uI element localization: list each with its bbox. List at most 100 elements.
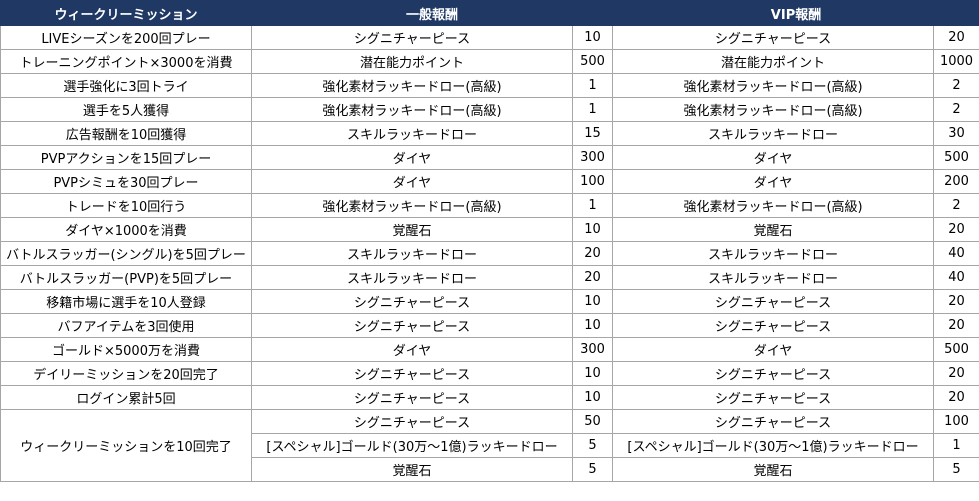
table-row: ダイヤ×1000を消費 覚醒石 10 覚醒石 20 <box>0 217 979 242</box>
vip-reward-item-cell: [スペシャル]ゴールド(30万～1億)ラッキードロー <box>612 433 935 458</box>
vip-reward-item-cell: シグニチャーピース <box>612 409 935 434</box>
table-row: バトルスラッガー(PVP)を5回プレー スキルラッキードロー 20 スキルラッキードロ… <box>0 265 979 290</box>
normal-reward-item-cell: シグニチャーピース <box>251 385 573 410</box>
header-mission: ウィークリーミッション <box>0 0 252 26</box>
mission-cell: 広告報酬を10回獲得 <box>0 121 252 146</box>
vip-reward-item-cell: シグニチャーピース <box>612 361 935 386</box>
vip-reward-item-cell: ダイヤ <box>612 145 935 170</box>
normal-reward-item-cell: シグニチャーピース <box>251 409 573 434</box>
mission-cell: 選手を5人獲得 <box>0 97 252 122</box>
table-row: 選手を5人獲得 強化素材ラッキードロー(高級) 1 強化素材ラッキードロー(高級) 2 <box>0 97 979 122</box>
table-row: 覚醒石 5 覚醒石 5 <box>1 457 979 482</box>
vip-reward-qty-cell: 20 <box>933 313 979 338</box>
normal-reward-qty-cell: 20 <box>571 265 614 290</box>
vip-reward-item-cell: シグニチャーピース <box>612 313 935 338</box>
normal-reward-item-cell: 強化素材ラッキードロー(高級) <box>251 73 573 98</box>
normal-reward-item-cell: スキルラッキードロー <box>251 121 573 146</box>
vip-reward-item-cell: シグニチャーピース <box>612 25 935 50</box>
vip-reward-item-cell: 覚醒石 <box>612 217 935 242</box>
normal-reward-item-cell: 覚醒石 <box>251 217 573 242</box>
normal-reward-qty-cell: 15 <box>571 121 614 146</box>
normal-reward-qty-cell: 10 <box>571 25 614 50</box>
vip-reward-qty-cell: 1000 <box>933 49 979 74</box>
normal-reward-qty-cell: 500 <box>571 49 614 74</box>
normal-reward-item-cell: スキルラッキードロー <box>251 241 573 266</box>
header-normal-reward: 一般報酬 <box>250 0 614 26</box>
normal-reward-qty-cell: 50 <box>571 409 614 434</box>
normal-reward-qty-cell: 100 <box>571 169 614 194</box>
normal-reward-item-cell: ダイヤ <box>251 337 573 362</box>
normal-reward-qty-cell: 1 <box>571 73 614 98</box>
vip-reward-qty-cell: 2 <box>933 73 979 98</box>
normal-reward-qty-cell: 10 <box>571 313 614 338</box>
table-row: 選手強化に3回トライ 強化素材ラッキードロー(高級) 1 強化素材ラッキードロー(高級… <box>0 73 979 98</box>
header-row: ウィークリーミッション 一般報酬 VIP報酬 <box>0 0 979 26</box>
mission-cell: デイリーミッションを20回完了 <box>0 361 252 386</box>
table-row: PVPシミュを30回プレー ダイヤ 100 ダイヤ 200 <box>0 169 979 194</box>
vip-reward-item-cell: ダイヤ <box>612 337 935 362</box>
vip-reward-qty-cell: 500 <box>933 337 979 362</box>
normal-reward-item-cell: 強化素材ラッキードロー(高級) <box>251 97 573 122</box>
normal-reward-item-cell: 潜在能力ポイント <box>251 49 573 74</box>
normal-reward-qty-cell: 10 <box>571 289 614 314</box>
vip-reward-item-cell: 強化素材ラッキードロー(高級) <box>612 73 935 98</box>
vip-reward-qty-cell: 40 <box>933 241 979 266</box>
vip-reward-qty-cell: 20 <box>933 289 979 314</box>
vip-reward-item-cell: 覚醒石 <box>612 457 935 482</box>
table-row: ログイン累計5回 シグニチャーピース 10 シグニチャーピース 20 <box>0 385 979 410</box>
normal-reward-qty-cell: 1 <box>571 193 614 218</box>
mission-cell: PVPシミュを30回プレー <box>0 169 252 194</box>
vip-reward-item-cell: ダイヤ <box>612 169 935 194</box>
vip-reward-item-cell: シグニチャーピース <box>612 385 935 410</box>
vip-reward-qty-cell: 1 <box>933 433 979 458</box>
mission-cell: ウィークリーミッションを10回完了 <box>0 409 252 482</box>
normal-reward-item-cell: シグニチャーピース <box>251 289 573 314</box>
mission-cell: トレードを10回行う <box>0 193 252 218</box>
header-vip-reward: VIP報酬 <box>612 0 979 26</box>
weekly-mission-reward-table: ウィークリーミッション 一般報酬 VIP報酬 LIVEシーズンを200回プレーシ… <box>0 0 979 482</box>
table-row: 広告報酬を10回獲得 スキルラッキードロー 15 スキルラッキードロー 30 <box>0 121 979 146</box>
vip-reward-qty-cell: 500 <box>933 145 979 170</box>
table-row: トレーニングポイント×3000を消費 潜在能力ポイント 500 潜在能力ポイント 100… <box>0 49 979 74</box>
mission-cell: バフアイテムを3回使用 <box>0 313 252 338</box>
normal-reward-qty-cell: 10 <box>571 361 614 386</box>
normal-reward-item-cell: シグニチャーピース <box>251 25 573 50</box>
vip-reward-item-cell: 強化素材ラッキードロー(高級) <box>612 97 935 122</box>
normal-reward-item-cell: 強化素材ラッキードロー(高級) <box>251 193 573 218</box>
normal-reward-item-cell: ダイヤ <box>251 145 573 170</box>
table-row: LIVEシーズンを200回プレー シグニチャーピース 10 シグニチャーピース 20 <box>0 25 979 50</box>
mission-cell: 移籍市場に選手を10人登録 <box>0 289 252 314</box>
table-row: トレードを10回行う 強化素材ラッキードロー(高級) 1 強化素材ラッキードロー(高級… <box>0 193 979 218</box>
normal-reward-item-cell: [スペシャル]ゴールド(30万～1億)ラッキードロー <box>251 433 573 458</box>
normal-reward-item-cell: シグニチャーピース <box>251 361 573 386</box>
vip-reward-qty-cell: 100 <box>933 409 979 434</box>
table-row: ウィークリーミッションを10回完了 シグニチャーピース 50 シグニチャーピース 100 <box>0 409 979 482</box>
table-row: PVPアクションを15回プレー ダイヤ 300 ダイヤ 500 <box>0 145 979 170</box>
table-row: ゴールド×5000万を消費 ダイヤ 300 ダイヤ 500 <box>0 337 979 362</box>
vip-reward-qty-cell: 5 <box>933 457 979 482</box>
vip-reward-qty-cell: 20 <box>933 385 979 410</box>
vip-reward-item-cell: シグニチャーピース <box>612 289 935 314</box>
mission-cell: バトルスラッガー(シングル)を5回プレー <box>0 241 252 266</box>
vip-reward-qty-cell: 2 <box>933 97 979 122</box>
table-row: [スペシャル]ゴールド(30万～1億)ラッキードロー 5 [スペシャル]ゴールド(3… <box>1 433 979 458</box>
vip-reward-item-cell: 潜在能力ポイント <box>612 49 935 74</box>
vip-reward-item-cell: スキルラッキードロー <box>612 241 935 266</box>
table-row: デイリーミッションを20回完了 シグニチャーピース 10 シグニチャーピース 20 <box>0 361 979 386</box>
normal-reward-qty-cell: 10 <box>571 385 614 410</box>
vip-reward-item-cell: スキルラッキードロー <box>612 121 935 146</box>
normal-reward-qty-cell: 300 <box>571 145 614 170</box>
table-row: 移籍市場に選手を10人登録 シグニチャーピース 10 シグニチャーピース 20 <box>0 289 979 314</box>
vip-reward-qty-cell: 40 <box>933 265 979 290</box>
normal-reward-item-cell: スキルラッキードロー <box>251 265 573 290</box>
vip-reward-qty-cell: 20 <box>933 25 979 50</box>
table-body: LIVEシーズンを200回プレー シグニチャーピース 10 シグニチャーピース 20 トレ… <box>0 25 979 482</box>
vip-reward-qty-cell: 30 <box>933 121 979 146</box>
normal-reward-item-cell: シグニチャーピース <box>251 313 573 338</box>
vip-reward-qty-cell: 2 <box>933 193 979 218</box>
vip-reward-qty-cell: 20 <box>933 217 979 242</box>
normal-reward-qty-cell: 20 <box>571 241 614 266</box>
mission-cell: PVPアクションを15回プレー <box>0 145 252 170</box>
normal-reward-item-cell: ダイヤ <box>251 169 573 194</box>
mission-cell: バトルスラッガー(PVP)を5回プレー <box>0 265 252 290</box>
